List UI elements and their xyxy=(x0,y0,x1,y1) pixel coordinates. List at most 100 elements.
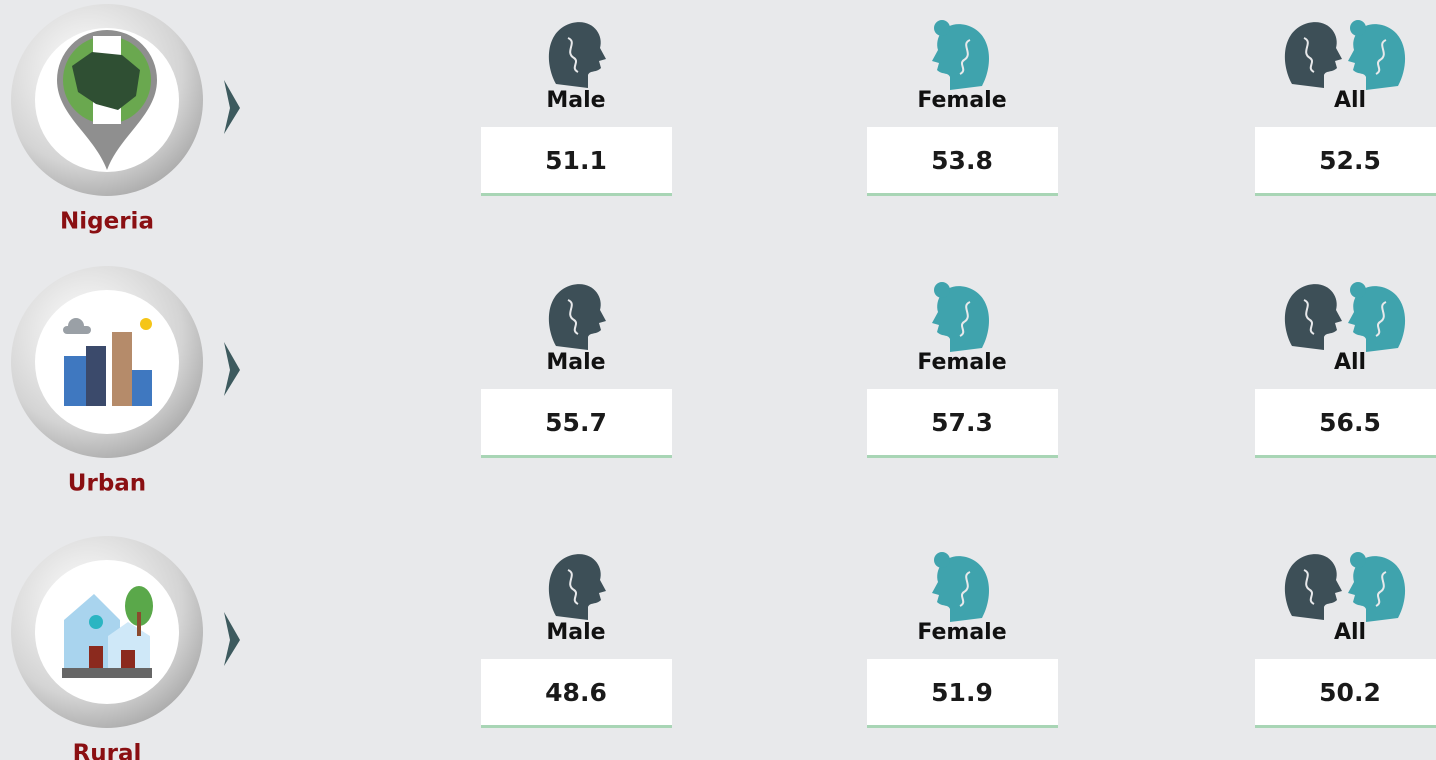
head-line xyxy=(959,571,971,607)
female-icon xyxy=(932,20,990,90)
row: Urban Male 55.7 Female 57.3 All 56.5 xyxy=(11,266,1436,497)
cell-label: Male xyxy=(546,620,605,645)
bun xyxy=(1350,282,1366,298)
chevron xyxy=(224,612,240,666)
head-line xyxy=(1375,39,1387,75)
nigeria-map xyxy=(72,52,140,110)
region-label: Nigeria xyxy=(60,209,154,235)
female-icon xyxy=(1348,20,1406,90)
head xyxy=(1284,284,1342,350)
male-icon xyxy=(1284,22,1342,88)
head xyxy=(932,552,990,622)
value-box xyxy=(867,659,1058,727)
head-shape xyxy=(548,554,606,620)
cell-label: Male xyxy=(546,88,605,113)
row: Nigeria Male 51.1 Female 53.8 All 52.5 xyxy=(11,4,1436,235)
cell-label: Female xyxy=(917,620,1006,645)
building xyxy=(86,346,106,406)
value-underline xyxy=(481,193,672,196)
value-box xyxy=(1255,389,1436,457)
region-label: Rural xyxy=(73,741,142,760)
window xyxy=(89,615,103,629)
chevron xyxy=(224,80,240,134)
value-underline xyxy=(481,725,672,728)
female-icon xyxy=(932,552,990,622)
door2 xyxy=(121,650,135,668)
head-line xyxy=(567,569,579,605)
chevron xyxy=(224,342,240,396)
sun xyxy=(140,318,152,330)
bun xyxy=(934,20,950,36)
head xyxy=(932,20,990,90)
value-underline xyxy=(867,725,1058,728)
cell-value: 53.8 xyxy=(931,146,993,175)
row: Rural Male 48.6 Female 51.9 All 50.2 xyxy=(11,536,1436,760)
value-box xyxy=(1255,659,1436,727)
cell-value: 56.5 xyxy=(1319,408,1381,437)
head xyxy=(1348,282,1406,352)
value-box xyxy=(867,389,1058,457)
male-icon xyxy=(1284,554,1342,620)
value-underline xyxy=(867,193,1058,196)
male-icon xyxy=(548,554,606,620)
head xyxy=(548,554,606,620)
head-line xyxy=(959,39,971,75)
building xyxy=(132,370,152,406)
head-shape xyxy=(1284,554,1342,620)
head-line xyxy=(1303,37,1315,73)
trunk xyxy=(137,612,141,636)
cell-label: All xyxy=(1334,350,1366,375)
door xyxy=(89,646,103,668)
head-line xyxy=(1303,569,1315,605)
ground xyxy=(62,668,152,678)
tree xyxy=(125,586,153,626)
building xyxy=(64,356,86,406)
head xyxy=(1348,552,1406,622)
head xyxy=(1284,22,1342,88)
cell-value: 51.9 xyxy=(931,678,993,707)
head xyxy=(1348,20,1406,90)
head-shape xyxy=(1284,22,1342,88)
value-underline xyxy=(1255,455,1436,458)
cell-value: 57.3 xyxy=(931,408,993,437)
head-line xyxy=(1375,301,1387,337)
female-icon xyxy=(1348,552,1406,622)
house xyxy=(64,594,120,668)
head xyxy=(548,284,606,350)
value-box xyxy=(867,127,1058,195)
head-shape xyxy=(548,284,606,350)
cell-value: 55.7 xyxy=(545,408,607,437)
head xyxy=(548,22,606,88)
male-icon xyxy=(1284,284,1342,350)
cell-label: Female xyxy=(917,88,1006,113)
cell-label: All xyxy=(1334,620,1366,645)
head-shape xyxy=(1284,284,1342,350)
cell-value: 52.5 xyxy=(1319,146,1381,175)
cell-value: 51.1 xyxy=(545,146,607,175)
bun xyxy=(934,552,950,568)
value-underline xyxy=(867,455,1058,458)
male-icon xyxy=(548,22,606,88)
head-line xyxy=(1375,571,1387,607)
tower xyxy=(112,332,132,406)
head-line xyxy=(1303,299,1315,335)
head-line xyxy=(567,299,579,335)
region-label: Urban xyxy=(68,471,146,497)
value-box xyxy=(1255,127,1436,195)
cell-label: All xyxy=(1334,88,1366,113)
value-underline xyxy=(1255,193,1436,196)
value-box xyxy=(481,659,672,727)
head-shape xyxy=(548,22,606,88)
female-icon xyxy=(932,282,990,352)
female-icon xyxy=(1348,282,1406,352)
head-line xyxy=(567,37,579,73)
value-underline xyxy=(1255,725,1436,728)
cell-label: Male xyxy=(546,350,605,375)
head xyxy=(932,282,990,352)
value-box xyxy=(481,127,672,195)
male-icon xyxy=(548,284,606,350)
cell-value: 48.6 xyxy=(545,678,607,707)
bun xyxy=(1350,20,1366,36)
